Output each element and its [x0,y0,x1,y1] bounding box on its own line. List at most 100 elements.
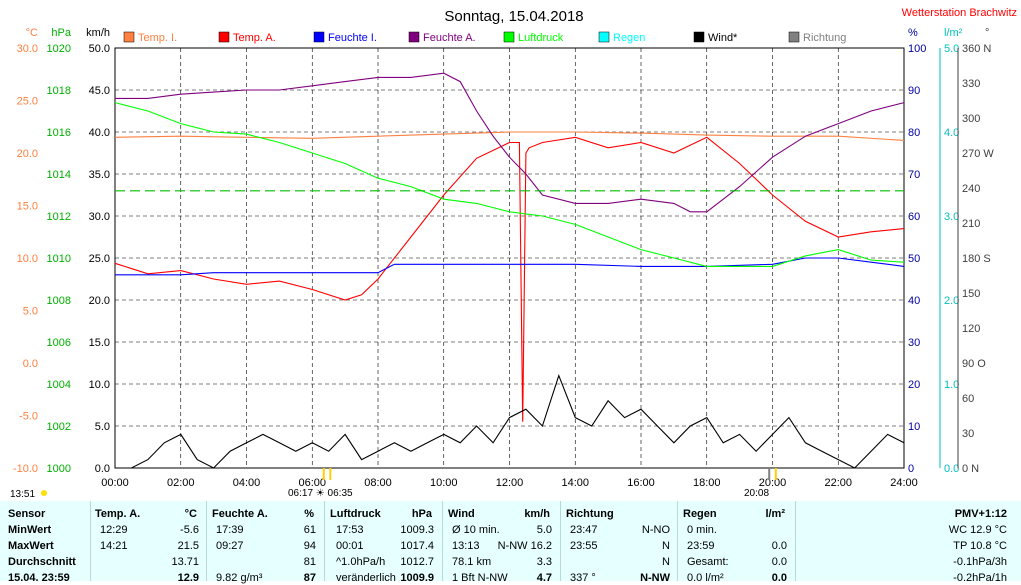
left-tick-label: 25.0 [89,253,110,265]
column-divider [677,501,678,581]
legend-swatch [408,31,420,43]
left-tick-label: 1000 [47,463,71,475]
right-axes: %1009080706050403020100l/m²5.04.03.02.01… [908,27,994,475]
right-tick-label: 0 N [962,463,979,475]
x-tick-label: 20:00 [759,477,787,489]
left-tick-label: 5.0 [95,421,110,433]
x-tick-label: 24:00 [890,477,918,489]
table-cell: 61 [303,524,316,536]
right-tick-label: 70 [908,169,920,181]
left-tick-label: 50.0 [89,43,110,55]
right-tick-label: 120 [962,323,980,335]
column-header: Regen [683,508,717,520]
right-tick-label: 30 [908,337,920,349]
left-tick-label: 1014 [47,169,71,181]
right-tick-label: 90 [908,85,920,97]
series-lines [114,72,905,469]
x-axis: 00:00 02:00 04:00 06:00 08:00 10:00 12:00 14:00… [101,468,918,489]
row-label: Durchschnitt [8,556,76,568]
left-tick-label: 0.0 [95,463,110,475]
left-axis-unit: hPa [51,27,71,39]
series-feuchte-a [115,72,905,213]
table-cell: 0 min. [687,524,717,536]
table-cell: N [662,556,670,568]
column-divider [795,501,796,581]
table-cell: 23:47 [570,524,598,536]
table-cell: N-NW 16.2 [497,540,552,552]
table-cell: -5.6 [180,524,199,536]
table-cell: 0.0 [771,556,787,568]
table-cell: TP 10.8 °C [953,540,1007,552]
row-label: 15.04. 23:59 [8,572,70,584]
right-tick-label: 90 O [962,358,986,370]
legend-label: Feuchte I. [328,32,377,44]
x-tick-label: 16:00 [627,477,655,489]
legend-swatch [123,31,135,43]
legend-swatch [598,31,610,43]
legend-label: Wind* [708,32,738,44]
table-cell: 78.1 km [452,556,492,568]
table-cell: 12:29 [100,524,128,536]
left-axes: °C 30.0 25.0 20.0 15.0 10.0 5.0 0.0 -5.0 -10.0 hPa… [13,27,110,475]
table-cell: -0.2hPa/1h [953,572,1007,584]
left-tick-label: 30.0 [17,43,38,55]
left-tick-label: -5.0 [19,411,38,423]
table-cell: 00:01 [336,540,364,552]
x-tick-label: 18:00 [693,477,721,489]
left-tick-label: 0.0 [23,358,38,370]
time-marker: 13:51 [10,489,35,500]
x-tick-label: 14:00 [561,477,589,489]
left-tick-label: 10.0 [17,253,38,265]
column-header: Feuchte A. [212,508,268,520]
left-tick-label: 45.0 [89,85,110,97]
legend-label: Temp. A. [233,32,276,44]
left-tick-label: 25.0 [17,96,38,108]
legend-label: Feuchte A. [423,32,476,44]
left-axis-unit: km/h [86,27,110,39]
table-cell: 94 [303,540,316,552]
x-tick-label: 02:00 [167,477,195,489]
column-unit: °C [184,508,197,520]
right-tick-label: 300 [962,113,980,125]
table-cell: 81 [303,556,316,568]
series-feuchte-i [115,257,905,276]
table-cell: 1009.9 [400,572,434,584]
right-tick-label: 3.0 [944,211,959,223]
table-cell: WC 12.9 °C [948,524,1007,536]
x-tick-label: 00:00 [101,477,129,489]
column-header: Richtung [566,508,614,520]
table-cell: Ø 10 min. [452,524,500,536]
right-tick-label: 4.0 [944,127,959,139]
right-tick-label: 330 [962,78,980,90]
left-tick-label: 1006 [47,337,71,349]
column-header: Sensor [8,508,46,520]
right-tick-label: 0.0 [944,463,959,475]
column-divider [324,501,325,581]
legend-swatch [313,31,325,43]
x-tick-label: 22:00 [824,477,852,489]
series-luftdruck [114,102,905,267]
legend-swatch [693,31,705,43]
right-tick-label: 2.0 [944,295,959,307]
column-unit: km/h [524,508,550,520]
right-tick-label: 5.0 [944,43,959,55]
column-unit: l/m² [765,508,785,520]
chart-title: Sonntag, 15.04.2018 [444,8,583,25]
right-tick-label: 40 [908,295,920,307]
table-cell: 13:13 [452,540,480,552]
sun-rise-marker: 06:17 ☀ 06:35 [288,488,353,499]
right-tick-label: 80 [908,127,920,139]
left-tick-label: 30.0 [89,211,110,223]
table-cell: N-NO [641,524,670,536]
table-cell: 0.0 [771,572,787,584]
left-tick-label: 40.0 [89,127,110,139]
left-tick-label: 1010 [47,253,71,265]
table-cell: ^1.0hPa/h [336,556,386,568]
legend-label: Richtung [803,32,846,44]
column-divider [206,501,207,581]
left-tick-label: 1016 [47,127,71,139]
table-cell: 12.9 [177,572,199,584]
right-tick-label: 60 [962,393,974,405]
left-tick-label: 1018 [47,85,71,97]
column-header: PMV+1:12 [954,508,1007,520]
